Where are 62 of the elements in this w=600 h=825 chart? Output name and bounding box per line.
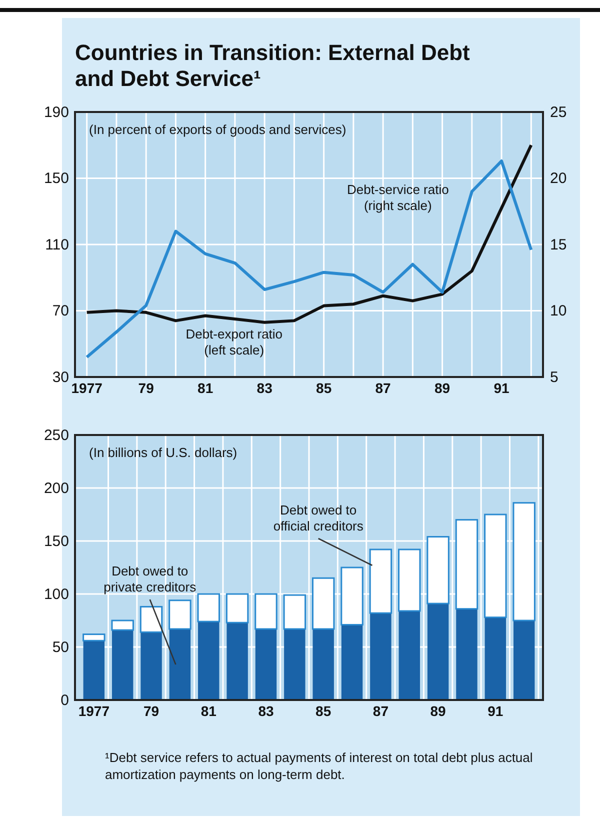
bar — [284, 628, 306, 700]
bar — [398, 610, 420, 700]
x-tick-label: 1977 — [71, 380, 103, 396]
x-tick-label: 83 — [258, 702, 274, 719]
line-series — [85, 160, 533, 359]
x-tick-label: 85 — [316, 380, 332, 396]
y2-tick-label: 5 — [550, 368, 558, 386]
y-tick-label: 110 — [45, 236, 69, 254]
x-tick-label: 87 — [372, 702, 389, 719]
y-tick-label: 0 — [60, 692, 69, 709]
bar — [169, 628, 191, 700]
x-tick-label: 87 — [375, 380, 392, 396]
y-tick-label: 190 — [44, 104, 69, 121]
bar — [456, 608, 478, 700]
x-tick-label: 89 — [434, 380, 450, 396]
bar — [168, 600, 192, 630]
x-tick-label: 81 — [200, 702, 217, 719]
x-tick-label: 83 — [256, 380, 273, 396]
bar — [484, 617, 506, 700]
annotation: (In billions of U.S. dollars) — [89, 445, 238, 460]
bar — [140, 606, 163, 633]
x-tick-label: 85 — [316, 702, 332, 719]
bar — [341, 624, 363, 700]
y-tick-label: 150 — [44, 170, 69, 188]
x-tick-label: 91 — [494, 380, 510, 396]
bar — [140, 632, 162, 700]
y2-tick-label: 10 — [550, 302, 567, 320]
bar — [112, 630, 134, 700]
annotation: (In percent of exports of goods and services) — [89, 122, 346, 137]
text: ¹Debt service refers to actual payments of interest on total debt plus actual amortization payments on long-term debt. — [105, 750, 533, 782]
line-series — [85, 144, 533, 324]
y-tick-label: 50 — [52, 638, 69, 656]
bar — [83, 640, 105, 700]
y2-tick-label: 15 — [550, 236, 567, 254]
y-tick-label: 150 — [44, 532, 69, 550]
bar — [427, 604, 449, 700]
bar — [198, 622, 220, 700]
y-tick-label: 70 — [52, 302, 69, 320]
y-tick-label: 30 — [52, 368, 69, 386]
y-tick-label: 100 — [44, 586, 69, 603]
x-tick-label: 89 — [430, 702, 446, 719]
y2-tick-label: 25 — [550, 104, 567, 121]
x-tick-label: 79 — [143, 702, 160, 719]
x-tick-label: 91 — [488, 702, 504, 719]
series-label: Debt-service ratio (right scale) — [346, 182, 449, 214]
series-label: Debt owed to official creditors — [273, 502, 364, 534]
bar — [312, 628, 334, 700]
x-tick-label: 81 — [198, 380, 214, 396]
y2-tick-label: 20 — [550, 170, 567, 188]
x-tick-label: 79 — [138, 380, 154, 396]
series-label: Debt-export ratio (left scale) — [186, 326, 283, 358]
bar — [82, 634, 106, 642]
bar — [513, 620, 535, 700]
bar — [111, 620, 134, 631]
chart-title: Countries in Transition: External Debt and Debt Service¹ — [75, 40, 471, 91]
text: Debt owed to private creditors — [104, 563, 197, 594]
bar — [255, 628, 277, 700]
y-tick-label: 200 — [44, 480, 69, 497]
bar — [370, 613, 392, 700]
y-tick-label: 250 — [44, 426, 69, 444]
x-tick-label: 1977 — [78, 702, 110, 719]
bar — [226, 622, 248, 700]
